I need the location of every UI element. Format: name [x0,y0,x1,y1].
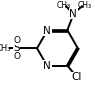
Text: Cl: Cl [72,72,82,82]
Text: N: N [43,61,51,71]
Text: N: N [43,26,51,36]
Text: CH₃: CH₃ [0,44,11,53]
Text: O: O [13,52,20,61]
Text: CH₃: CH₃ [57,1,71,10]
Text: N: N [69,9,77,19]
Text: S: S [13,43,20,53]
Text: O: O [13,36,20,45]
Text: CH₃: CH₃ [77,1,91,10]
